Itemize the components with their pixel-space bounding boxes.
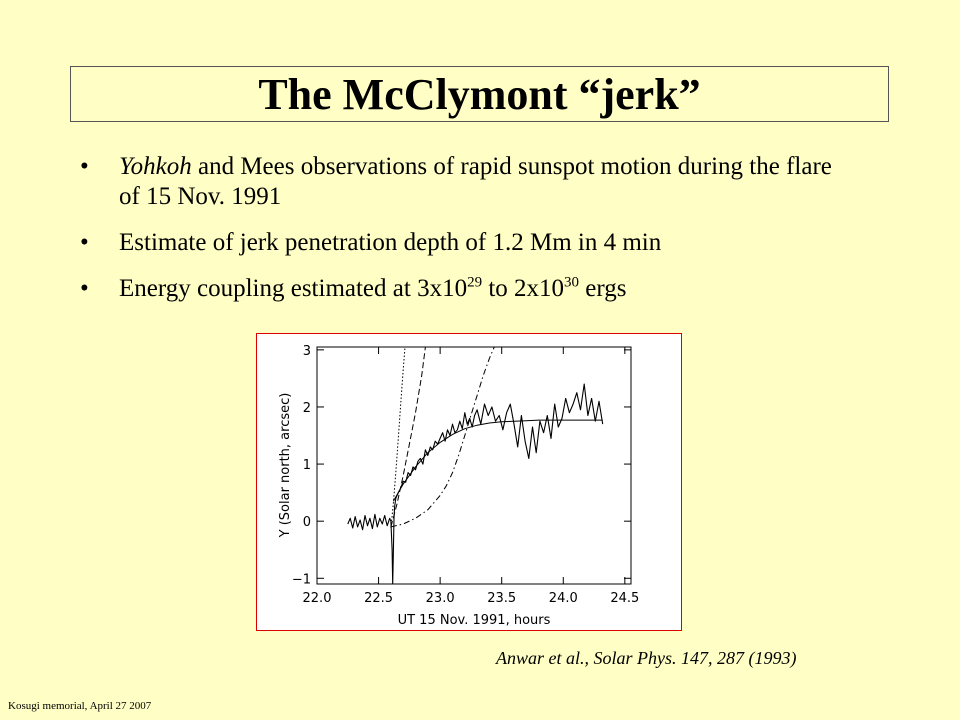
plot-area [347,346,604,585]
bullet-italic-text: Yohkoh [119,153,192,180]
y-axis: −1 0 1 2 3 [292,344,631,587]
citation: Anwar et al., Solar Phys. 147, 287 (1993… [496,648,797,668]
y-tick-label: −1 [292,572,311,587]
series-line-fit-dotted [390,346,406,529]
bullet-text: and Mees observations of rapid sunspot m… [119,153,832,210]
slide-title: The McClymont “jerk” [258,70,701,119]
x-tick-label: 23.5 [487,591,516,606]
bullet-text: Energy coupling estimated at 3x10 [119,275,468,302]
x-tick-label: 22.0 [303,591,332,606]
series-line-fit-solid [392,419,603,502]
y-tick-label: 1 [303,458,311,473]
x-axis-label: UT 15 Nov. 1991, hours [398,613,551,628]
chart-svg: 22.0 22.5 23.0 23.5 24.0 24.5 −1 0 1 2 3 UT 15 No… [278,344,639,628]
chart-figure: 22.0 22.5 23.0 23.5 24.0 24.5 −1 0 1 2 3 UT 15 No… [256,333,682,631]
y-tick-label: 2 [303,401,311,416]
y-axis-label: Y (Solar north, arcsec) [278,393,293,539]
y-tick-label: 0 [303,515,311,530]
plot-frame [316,346,632,585]
bullet-list: Yohkoh and Mees observations of rapid su… [80,152,840,320]
series-line-fit-dashdot [390,346,495,528]
x-axis: 22.0 22.5 23.0 23.5 24.0 24.5 [303,347,639,606]
bullet-item: Energy coupling estimated at 3x1029 to 2… [80,274,840,304]
footer-text: Kosugi memorial, April 27 2007 [8,700,152,712]
bullet-text: Estimate of jerk penetration depth of 1.… [119,229,662,256]
series-line-observed [347,383,604,585]
y-tick-label: 3 [303,344,311,359]
x-tick-label: 24.0 [549,591,578,606]
exponent: 30 [564,274,580,291]
bullet-text: ergs [579,275,627,302]
x-tick-label: 24.5 [610,591,639,606]
bullet-item: Yohkoh and Mees observations of rapid su… [80,152,840,212]
title-box: The McClymont “jerk” [70,66,889,122]
bullet-text: to 2x10 [482,275,565,302]
series-line-fit-dashed [390,346,426,528]
x-tick-label: 22.5 [364,591,393,606]
x-tick-label: 23.0 [426,591,455,606]
exponent: 29 [467,274,483,291]
bullet-item: Estimate of jerk penetration depth of 1.… [80,228,840,258]
